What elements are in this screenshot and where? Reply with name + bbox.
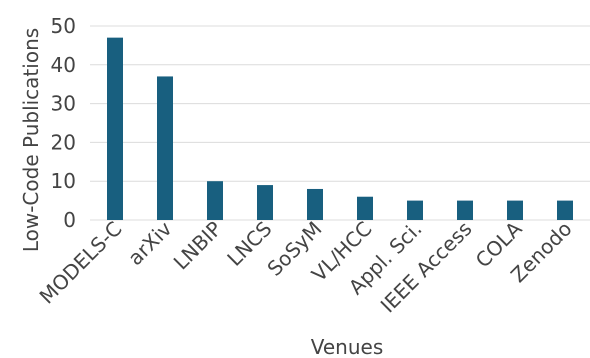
gridlines bbox=[90, 25, 590, 221]
y-tick-label: 20 bbox=[51, 130, 76, 154]
bar bbox=[107, 37, 123, 220]
bar bbox=[357, 196, 373, 220]
y-tick-label: 0 bbox=[63, 208, 76, 232]
y-tick-label: 10 bbox=[51, 169, 76, 193]
bar bbox=[557, 200, 573, 220]
bar bbox=[257, 185, 273, 220]
y-axis-label: Low-Code Publications bbox=[19, 28, 43, 252]
bar bbox=[407, 200, 423, 220]
bar bbox=[307, 188, 323, 220]
bars bbox=[107, 37, 573, 220]
x-tick-label: arXiv bbox=[123, 216, 177, 270]
bar bbox=[457, 200, 473, 220]
y-axis-ticks: 0 10 20 30 40 50 bbox=[51, 14, 76, 232]
y-tick-label: 40 bbox=[51, 53, 76, 77]
x-tick-label: LNBIP bbox=[169, 217, 227, 275]
y-tick-label: 30 bbox=[51, 92, 76, 116]
bar bbox=[507, 200, 523, 220]
x-axis-label: Venues bbox=[311, 335, 384, 358]
x-tick-label: MODELS-C bbox=[35, 217, 127, 309]
bar bbox=[157, 76, 173, 220]
bar bbox=[207, 181, 223, 220]
y-tick-label: 50 bbox=[51, 14, 76, 38]
